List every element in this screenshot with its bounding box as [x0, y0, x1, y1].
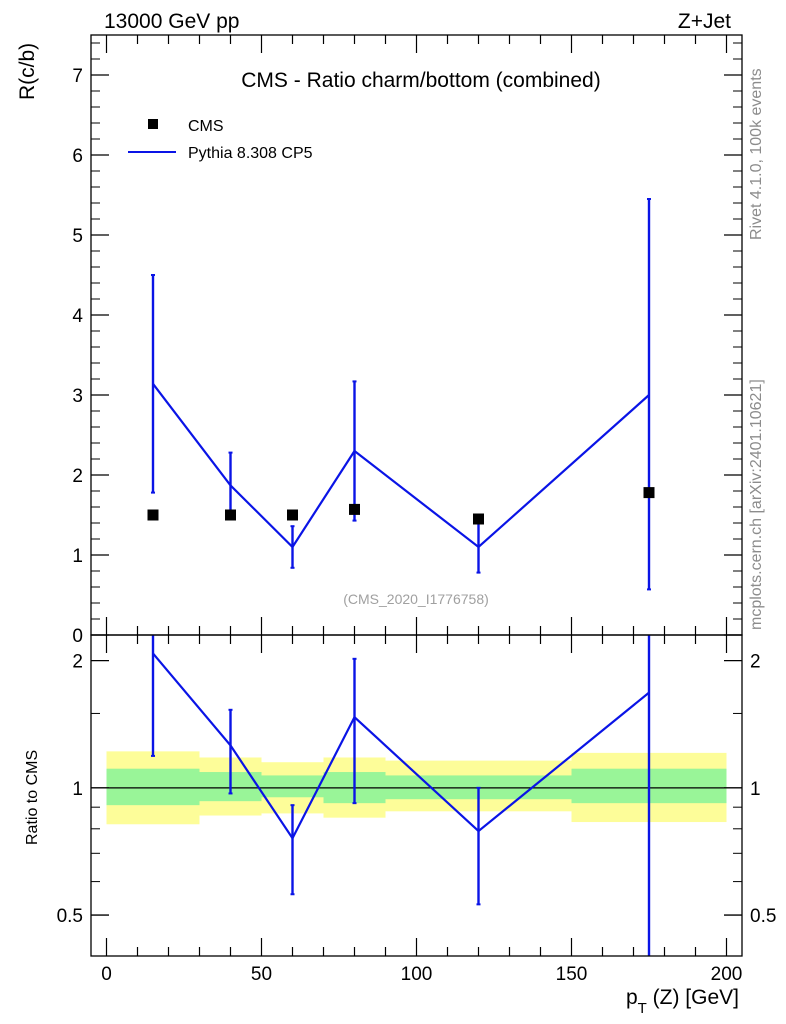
ratio-y-tick-label-left: 1	[72, 779, 83, 800]
main-y-axis-label: R(c/b)	[16, 43, 39, 100]
x-axis-label-sub: T	[638, 1000, 647, 1017]
y-tick-label: 7	[72, 66, 83, 87]
legend-label-cms: CMS	[188, 118, 224, 135]
legend: CMS Pythia 8.308 CP5	[128, 118, 313, 162]
mcplots-label: mcplots.cern.ch [arXiv:2401.10621]	[748, 379, 765, 630]
cms-data-point	[147, 509, 159, 521]
uncertainty-band-inner	[261, 775, 324, 798]
cms-data-point	[287, 509, 298, 521]
legend-marker-cms	[148, 119, 158, 129]
y-tick-label: 1	[72, 546, 83, 567]
ratio-y-tick-label-right: 1	[750, 779, 761, 800]
x-tick-label: 0	[101, 964, 112, 985]
header-left: 13000 GeV pp	[104, 10, 239, 33]
ratio-y-tick-label-left: 0.5	[57, 906, 83, 927]
x-tick-label: 100	[401, 964, 433, 985]
header-right: Z+Jet	[678, 10, 731, 33]
ratio-y-tick-label-right: 0.5	[750, 906, 776, 927]
mc-series-line	[152, 383, 650, 549]
y-tick-label: 2	[72, 466, 83, 487]
x-tick-label: 150	[556, 964, 588, 985]
y-tick-label: 3	[72, 386, 83, 407]
rivet-label: Rivet 4.1.0, 100k events	[748, 68, 765, 240]
main-title: CMS - Ratio charm/bottom (combined)	[241, 69, 600, 92]
y-tick-label: 6	[72, 146, 83, 167]
main-panel: 0 1 2 3 4 5 6 7 CMS - Ratio charm/bottom (combi…	[16, 34, 743, 647]
mc-ratio-line	[152, 652, 650, 841]
ratio-y-tick-label-left: 2	[72, 652, 83, 673]
cms-data-point	[473, 513, 484, 525]
y-tick-label: 0	[72, 626, 83, 647]
x-axis-label-rest: (Z) [GeV]	[647, 986, 739, 1009]
x-tick-label: 50	[251, 964, 272, 985]
x-axis-label: pT (Z) [GeV]	[626, 986, 739, 1017]
watermark: (CMS_2020_I1776758)	[343, 591, 489, 607]
y-tick-label: 4	[72, 306, 83, 327]
cms-data-point	[349, 503, 360, 515]
ratio-y-tick-label-right: 2	[750, 652, 761, 673]
uncertainty-band-inner	[106, 768, 200, 806]
ratio-panel: 0.5 0.5 1 1 2 2 0 50 100 150 200 Ratio to CMS	[24, 634, 776, 985]
cms-data-point	[225, 509, 236, 521]
ratio-y-axis-label: Ratio to CMS	[24, 750, 41, 845]
legend-label-pythia: Pythia 8.308 CP5	[188, 145, 313, 162]
x-axis-label-main: p	[626, 986, 638, 1009]
y-tick-label: 5	[72, 226, 83, 247]
cms-data-point	[643, 487, 655, 499]
x-tick-label: 200	[711, 964, 743, 985]
